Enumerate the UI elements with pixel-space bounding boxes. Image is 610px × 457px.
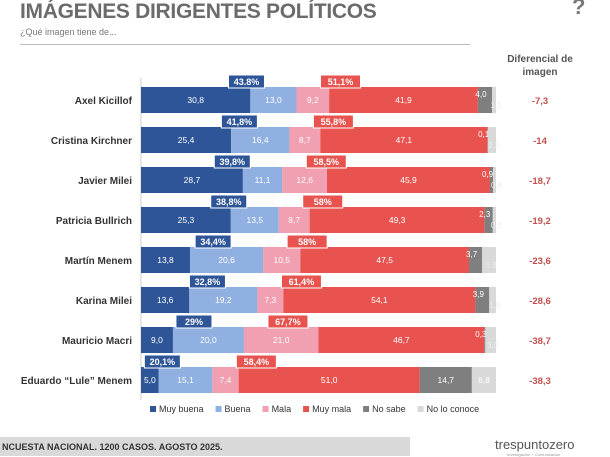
- segment-label: 0,3: [475, 330, 487, 339]
- segment-label: 14,7: [437, 375, 454, 385]
- negative-total-label: 67,7%: [275, 317, 301, 327]
- segment-label: 49,3: [389, 215, 406, 225]
- segment-label: 7,3: [264, 295, 276, 305]
- legend-label: Muy mala: [312, 404, 351, 414]
- footer-bar: NCUESTA NACIONAL. 1200 CASOS. AGOSTO 202…: [0, 437, 410, 456]
- differential-value: -23,6: [529, 256, 551, 267]
- negative-total-label: 58%: [298, 237, 316, 247]
- positive-total-label: 20,1%: [150, 357, 176, 367]
- negative-total-label: 61,4%: [289, 277, 315, 287]
- category-label: Mauricio Macri: [62, 336, 132, 347]
- negative-total-label: 58,5%: [314, 157, 340, 167]
- category-label: Javier Milei: [78, 176, 132, 187]
- positive-total-label: 34,4%: [200, 237, 226, 247]
- diff-header: imagen: [522, 67, 557, 78]
- category-label: Eduardo “Lule” Menem: [21, 376, 132, 387]
- segment-label: 0,9: [482, 170, 494, 179]
- segment-label: 1,9: [489, 301, 501, 310]
- positive-total-label: 43.8%: [234, 77, 260, 87]
- positive-total-label: 39,8%: [220, 157, 246, 167]
- segment-label: 4,0: [475, 90, 487, 99]
- segment-label: 46,7: [393, 335, 410, 345]
- segment-label: 2,3: [488, 141, 500, 150]
- brand-name: trespuntozero: [495, 437, 575, 452]
- segment-label: 13,5: [247, 215, 264, 225]
- segment-label: 3,9: [473, 290, 485, 299]
- segment-label: 16,4: [252, 135, 269, 145]
- segment-label: 21,0: [273, 335, 290, 345]
- segment-label: 13,0: [265, 95, 282, 105]
- segment-label: 8,7: [299, 135, 311, 145]
- legend-label: Mala: [272, 404, 292, 414]
- diff-header: Diferencial de: [507, 54, 573, 65]
- legend-label: No lo conoce: [427, 404, 480, 414]
- segment-label: 28,7: [184, 175, 201, 185]
- segment-label: 7,4: [220, 375, 232, 385]
- legend-swatch: [150, 406, 156, 412]
- segment-label: 9,0: [151, 335, 163, 345]
- segment-label: 25,4: [178, 135, 195, 145]
- category-label: Patricia Bullrich: [56, 216, 132, 227]
- segment-label: 51,0: [321, 375, 338, 385]
- segment-label: 20,0: [200, 335, 217, 345]
- negative-total-label: 58%: [314, 197, 332, 207]
- differential-value: -19,2: [529, 216, 551, 227]
- segment-label: 5,0: [144, 375, 156, 385]
- differential-value: -7,3: [532, 96, 548, 107]
- differential-value: -14: [533, 136, 547, 147]
- segment-label: 54,1: [371, 295, 388, 305]
- segment-label: 11,1: [255, 175, 271, 185]
- differential-value: -18,7: [529, 176, 551, 187]
- legend-label: Muy buena: [159, 404, 204, 414]
- segment-label: 13,6: [157, 295, 174, 305]
- legend-label: Buena: [225, 404, 251, 414]
- segment-label: 19,2: [215, 295, 232, 305]
- segment-label: 20,6: [218, 255, 235, 265]
- positive-total-label: 41,8%: [227, 117, 253, 127]
- differential-value: -38,3: [529, 376, 551, 387]
- segment-label: 13,8: [157, 255, 174, 265]
- segment-label: 10,5: [273, 255, 290, 265]
- segment-label: 9,2: [307, 95, 319, 105]
- category-label: Martín Menem: [65, 256, 132, 267]
- segment-label: 3,9: [486, 261, 498, 270]
- segment-label: 12,6: [296, 175, 313, 185]
- differential-value: -38,7: [529, 336, 551, 347]
- segment-label: 8,7: [288, 215, 300, 225]
- segment-label: 6,8: [478, 375, 490, 385]
- category-label: Karina Milei: [76, 296, 132, 307]
- negative-total-label: 51,1%: [328, 77, 354, 87]
- negative-total-label: 58,4%: [244, 357, 270, 367]
- legend-swatch: [418, 406, 424, 412]
- positive-total-label: 32,8%: [195, 277, 221, 287]
- differential-value: -28,6: [529, 296, 551, 307]
- positive-total-label: 38,8%: [216, 197, 242, 207]
- segment-label: 1,1: [490, 101, 502, 110]
- segment-label: 47,1: [396, 135, 413, 145]
- segment-label: 15,1: [177, 375, 194, 385]
- legend-swatch: [303, 406, 309, 412]
- segment-label: 0,9: [491, 221, 503, 230]
- segment-label: 45,9: [400, 175, 417, 185]
- segment-label: 3,7: [466, 250, 478, 259]
- legend-label: No sabe: [372, 404, 406, 414]
- stacked-bar-chart: Diferencial de imagen Axel Kicillof 30,8 13,…: [0, 0, 610, 436]
- category-label: Axel Kicillof: [75, 96, 133, 107]
- segment-label: 41,9: [395, 95, 412, 105]
- legend-swatch: [263, 406, 269, 412]
- segment-label: 25,3: [178, 215, 195, 225]
- segment-label: 0,8: [491, 181, 503, 190]
- legend-swatch: [363, 406, 369, 412]
- segment-label: 30,8: [187, 95, 204, 105]
- legend-swatch: [216, 406, 222, 412]
- segment-label: 47,5: [376, 255, 393, 265]
- footer-note: NCUESTA NACIONAL. 1200 CASOS. AGOSTO 202…: [2, 442, 223, 452]
- negative-total-label: 55,8%: [321, 117, 347, 127]
- category-label: Cristina Kirchner: [51, 136, 132, 147]
- positive-total-label: 29%: [185, 317, 203, 327]
- brand-tagline: Investigación + Comunicación: [507, 452, 575, 457]
- segment-label: 2,3: [479, 210, 491, 219]
- segment-label: 3,0: [487, 341, 499, 350]
